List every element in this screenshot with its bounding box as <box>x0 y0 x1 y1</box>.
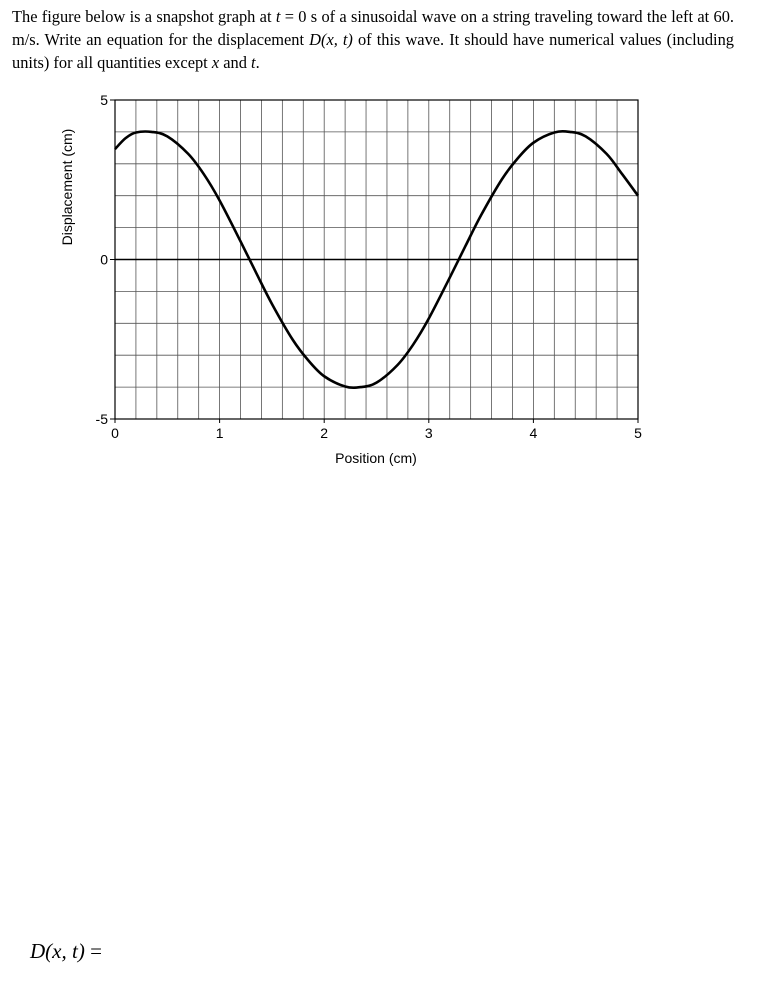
y-tick-label: -5 <box>96 411 109 427</box>
answer-function-name: D <box>30 939 46 963</box>
problem-text-part2: of a sinusoidal wave on a string traveli… <box>12 7 734 49</box>
problem-statement: The figure below is a snapshot graph at … <box>12 5 734 74</box>
grid <box>115 100 638 419</box>
tick-labels: 0 1 2 3 4 550-5 <box>96 92 643 441</box>
problem-text-part3: of this wave. It should have numerical v… <box>12 30 734 72</box>
x-tick-label: 5 <box>634 425 642 441</box>
wave-curve <box>114 130 640 389</box>
function-name: D <box>309 30 321 49</box>
wave-series-line <box>114 130 640 389</box>
y-tick-label: 0 <box>100 252 108 268</box>
x-tick-label: 1 <box>216 425 224 441</box>
x-variable: x <box>211 53 220 72</box>
answer-function-args: (x, t) <box>45 939 85 963</box>
time-value: = 0 s <box>280 7 318 26</box>
x-axis-label: Position (cm) <box>335 450 417 466</box>
t-variable: t <box>251 53 256 72</box>
x-tick-label: 3 <box>425 425 433 441</box>
x-tick-label: 0 <box>111 425 119 441</box>
time-variable: t <box>275 7 281 26</box>
y-tick-label: 5 <box>100 92 108 108</box>
snapshot-graph: 0 1 2 3 4 550-5 Position (cm) Displacement (c… <box>59 92 643 466</box>
function-args: (x, t) <box>320 30 353 49</box>
x-tick-label: 2 <box>320 425 328 441</box>
x-tick-label: 4 <box>530 425 538 441</box>
and-word: and <box>223 53 247 72</box>
final-period: . <box>255 53 260 72</box>
answer-equals: = <box>84 939 102 963</box>
y-axis-label: Displacement (cm) <box>59 129 75 246</box>
problem-text-part1: The figure below is a snapshot graph at <box>12 7 272 26</box>
answer-label: D(x, t) = <box>30 939 102 964</box>
